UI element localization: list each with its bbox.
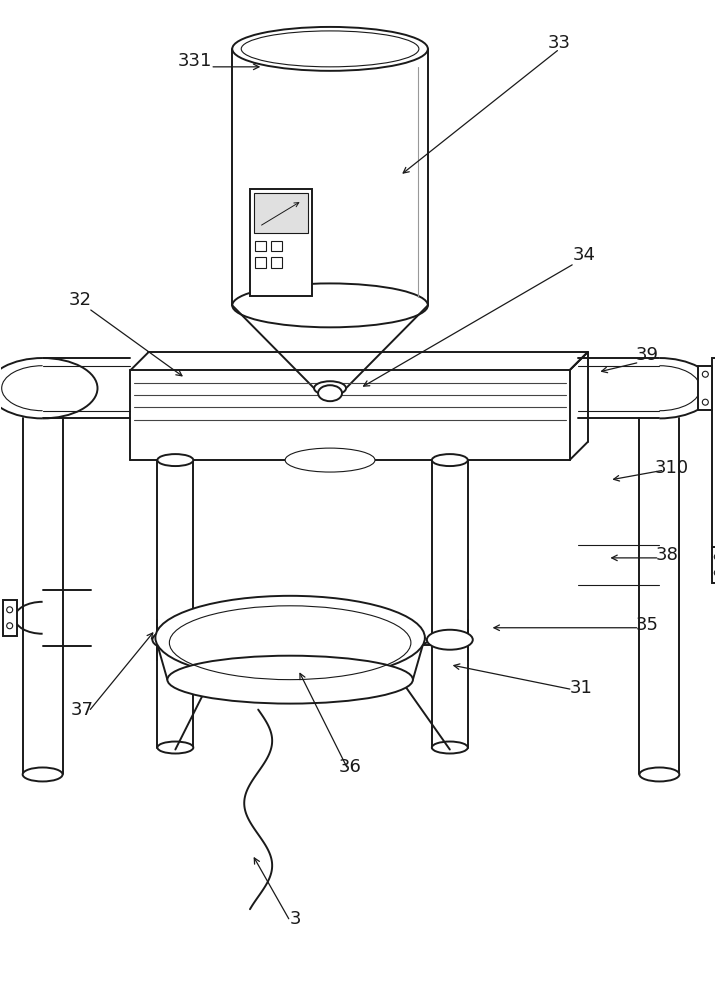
Text: 38: 38 — [656, 546, 679, 564]
Ellipse shape — [158, 454, 193, 466]
Ellipse shape — [318, 385, 342, 401]
Ellipse shape — [232, 27, 428, 71]
Ellipse shape — [285, 448, 375, 472]
Bar — [712, 547, 716, 583]
Text: 31: 31 — [570, 679, 593, 697]
Ellipse shape — [6, 607, 13, 613]
Bar — [3, 600, 16, 636]
Bar — [271, 241, 282, 251]
Text: 39: 39 — [636, 346, 659, 364]
Text: 34: 34 — [573, 246, 596, 264]
Text: 36: 36 — [339, 758, 362, 776]
Bar — [254, 193, 308, 233]
Ellipse shape — [432, 742, 468, 754]
Ellipse shape — [168, 656, 413, 704]
Ellipse shape — [232, 283, 428, 327]
Ellipse shape — [702, 399, 708, 405]
Text: 35: 35 — [636, 616, 659, 634]
Bar — [255, 241, 266, 251]
Ellipse shape — [155, 596, 425, 680]
Ellipse shape — [427, 630, 473, 650]
Ellipse shape — [158, 742, 193, 754]
Bar — [271, 257, 282, 268]
Ellipse shape — [715, 570, 716, 576]
Bar — [255, 257, 266, 268]
Text: 33: 33 — [548, 34, 571, 52]
Ellipse shape — [432, 454, 468, 466]
Ellipse shape — [639, 767, 679, 781]
Ellipse shape — [6, 623, 13, 629]
Ellipse shape — [702, 371, 708, 377]
Bar — [712, 358, 716, 578]
Text: 310: 310 — [654, 459, 689, 477]
Text: 37: 37 — [71, 701, 94, 719]
Ellipse shape — [314, 381, 346, 395]
Ellipse shape — [153, 630, 198, 650]
Text: 331: 331 — [178, 52, 213, 70]
Text: 3: 3 — [289, 910, 301, 928]
Text: 32: 32 — [69, 291, 92, 309]
Bar — [250, 189, 312, 296]
Ellipse shape — [715, 554, 716, 560]
Bar — [698, 366, 712, 410]
Ellipse shape — [23, 767, 62, 781]
